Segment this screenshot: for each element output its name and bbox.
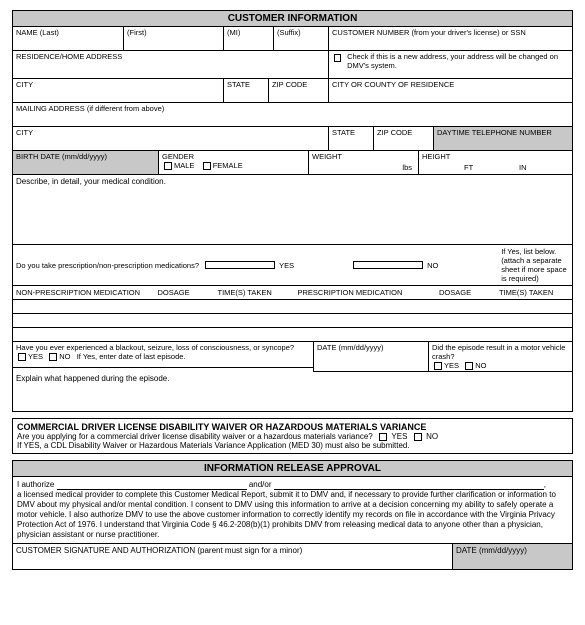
cdl-yes-checkbox[interactable] — [379, 433, 387, 441]
medication-columns-header: NON-PRESCRIPTION MEDICATION DOSAGE TIME(… — [12, 286, 573, 300]
rx-no-checkbox[interactable] — [353, 261, 423, 269]
table-row[interactable] — [13, 314, 572, 328]
blackout-question: Have you ever experienced a blackout, se… — [16, 343, 294, 352]
gender-label: GENDER — [162, 152, 194, 161]
city-row-1: CITY STATE ZIP CODE CITY OR COUNTY OF RE… — [12, 79, 573, 103]
signature-cell[interactable]: CUSTOMER SIGNATURE AND AUTHORIZATION (pa… — [13, 544, 452, 569]
crash-yes-checkbox[interactable] — [434, 362, 442, 370]
blackout-yes-label: YES — [28, 352, 43, 361]
cdl-title: COMMERCIAL DRIVER LICENSE DISABILITY WAI… — [17, 422, 568, 432]
authorize-line: I authorize and/or , — [17, 480, 568, 490]
andor-label: and/or — [249, 480, 272, 489]
explain-box[interactable]: Explain what happened during the episode… — [12, 372, 573, 412]
in-label: IN — [519, 163, 527, 172]
col-times-2: TIME(S) TAKEN — [499, 288, 569, 297]
col-rx: PRESCRIPTION MEDICATION — [298, 288, 440, 297]
city-label-1[interactable]: CITY — [13, 79, 223, 103]
daytime-phone-label[interactable]: DAYTIME TELEPHONE NUMBER — [433, 127, 572, 151]
mailing-row: MAILING ADDRESS (if different from above… — [12, 103, 573, 127]
describe-label: Describe, in detail, your medical condit… — [16, 177, 166, 186]
col-times-1: TIME(S) TAKEN — [218, 288, 298, 297]
male-checkbox[interactable] — [164, 162, 172, 170]
crash-yes-label: YES — [444, 361, 459, 370]
zip-label-1[interactable]: ZIP CODE — [268, 79, 328, 103]
name-suffix-label[interactable]: (Suffix) — [273, 27, 328, 51]
lbs-label: lbs — [402, 163, 412, 172]
col-dosage-2: DOSAGE — [439, 288, 499, 297]
crash-question: Did the episode result in a motor vehicl… — [432, 343, 565, 361]
medical-condition-box[interactable]: Describe, in detail, your medical condit… — [12, 175, 573, 245]
signature-date-cell[interactable]: DATE (mm/dd/yyyy) — [452, 544, 572, 569]
table-row[interactable] — [13, 300, 572, 314]
rx-yes-checkbox[interactable] — [205, 261, 275, 269]
section-customer-info-header: CUSTOMER INFORMATION — [12, 10, 573, 27]
zip-label-2[interactable]: ZIP CODE — [373, 127, 433, 151]
crash-no-label: NO — [475, 361, 486, 370]
authorize-label: I authorize — [17, 480, 54, 489]
cdl-note: If YES, a CDL Disability Waiver or Hazar… — [17, 441, 568, 450]
weight-cell[interactable]: WEIGHT lbs — [308, 151, 418, 175]
rx-yes-label: YES — [279, 261, 347, 270]
blackout-date-cell[interactable]: DATE (mm/dd/yyyy) — [313, 342, 428, 372]
birth-date-label[interactable]: BIRTH DATE (mm/dd/yyyy) — [13, 151, 158, 175]
rx-question-row: Do you take prescription/non-prescriptio… — [12, 245, 573, 286]
female-checkbox[interactable] — [203, 162, 211, 170]
state-label-2[interactable]: STATE — [328, 127, 373, 151]
cdl-no-checkbox[interactable] — [414, 433, 422, 441]
new-address-checkbox[interactable] — [334, 54, 341, 62]
section-release-header: INFORMATION RELEASE APPROVAL — [12, 460, 573, 477]
cdl-yes-label: YES — [391, 432, 407, 441]
blackout-yes-checkbox[interactable] — [18, 353, 26, 361]
name-mi-label[interactable]: (MI) — [223, 27, 273, 51]
rx-no-label: NO — [427, 261, 495, 270]
residence-row: RESIDENCE/HOME ADDRESS Check if this is … — [12, 51, 573, 79]
male-label: MALE — [174, 161, 194, 170]
gender-cell: GENDER MALE FEMALE — [158, 151, 308, 175]
height-cell[interactable]: HEIGHT FT IN — [418, 151, 572, 175]
name-row: NAME (Last) (First) (MI) (Suffix) CUSTOM… — [12, 27, 573, 51]
name-first-label[interactable]: (First) — [123, 27, 223, 51]
mailing-address-label[interactable]: MAILING ADDRESS (if different from above… — [13, 103, 572, 127]
cdl-question: Are you applying for a commercial driver… — [17, 432, 373, 441]
ft-label: FT — [464, 163, 473, 172]
blackout-cell: Have you ever experienced a blackout, se… — [13, 342, 313, 368]
col-dosage-1: DOSAGE — [158, 288, 218, 297]
rx-question-label: Do you take prescription/non-prescriptio… — [16, 261, 199, 270]
city-label-2[interactable]: CITY — [13, 127, 328, 151]
female-label: FEMALE — [213, 161, 243, 170]
col-nonrx: NON-PRESCRIPTION MEDICATION — [16, 288, 158, 297]
form-page: { "colors": { "header_bg": "#c8c8c8", "b… — [0, 0, 585, 580]
cdl-no-label: NO — [426, 432, 438, 441]
release-body-box: I authorize and/or , a licensed medical … — [12, 477, 573, 544]
blackout-no-label: NO — [59, 352, 70, 361]
blackout-no-checkbox[interactable] — [49, 353, 57, 361]
crash-no-checkbox[interactable] — [465, 362, 473, 370]
customer-number-label[interactable]: CUSTOMER NUMBER (from your driver's lice… — [328, 27, 572, 51]
release-body-text: a licensed medical provider to complete … — [17, 490, 568, 540]
new-address-cell: Check if this is a new address, your add… — [328, 51, 572, 79]
cdl-waiver-box: COMMERCIAL DRIVER LICENSE DISABILITY WAI… — [12, 418, 573, 454]
city-county-label[interactable]: CITY OR COUNTY OF RESIDENCE — [328, 79, 572, 103]
rx-note-label: If Yes, list below. (attach a separate s… — [501, 247, 569, 283]
table-row[interactable] — [13, 328, 572, 342]
medication-rows[interactable] — [12, 300, 573, 342]
city-row-2: CITY STATE ZIP CODE DAYTIME TELEPHONE NU… — [12, 127, 573, 151]
state-label-1[interactable]: STATE — [223, 79, 268, 103]
new-address-note: Check if this is a new address, your add… — [347, 52, 569, 70]
blackout-note: If Yes, enter date of last episode. — [77, 352, 186, 361]
weight-label: WEIGHT — [312, 152, 342, 161]
signature-row: CUSTOMER SIGNATURE AND AUTHORIZATION (pa… — [12, 544, 573, 570]
residence-address-label[interactable]: RESIDENCE/HOME ADDRESS — [13, 51, 328, 79]
cdl-question-line: Are you applying for a commercial driver… — [17, 432, 568, 441]
crash-cell: Did the episode result in a motor vehicl… — [428, 342, 572, 372]
name-last-label[interactable]: NAME (Last) — [13, 27, 123, 51]
blackout-row: Have you ever experienced a blackout, se… — [12, 342, 573, 372]
height-label: HEIGHT — [422, 152, 450, 161]
birth-row: BIRTH DATE (mm/dd/yyyy) GENDER MALE FEMA… — [12, 151, 573, 175]
explain-label: Explain what happened during the episode… — [16, 374, 169, 383]
